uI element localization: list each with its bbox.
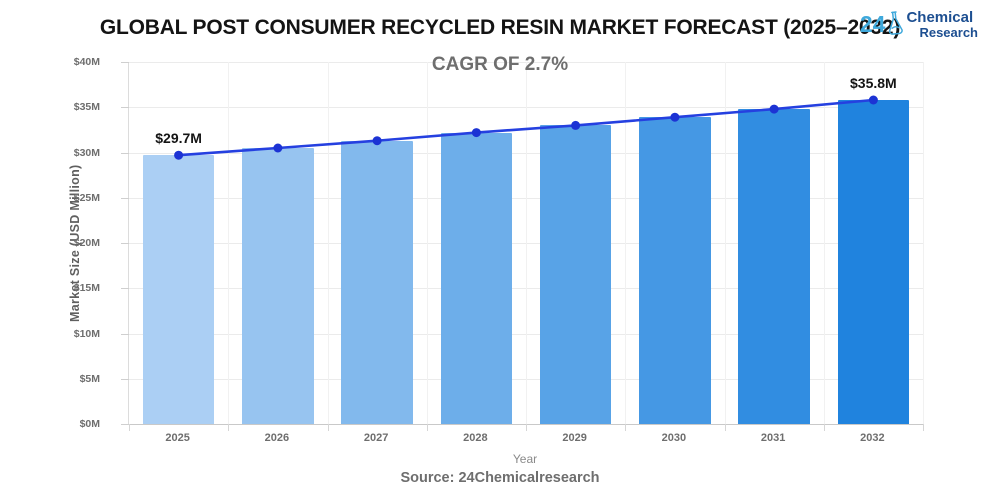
value-label-2025: $29.7M	[155, 130, 202, 147]
x-tick-label: 2028	[463, 432, 488, 444]
x-tick-mark	[426, 424, 428, 431]
value-label-2032: $35.8M	[850, 75, 897, 91]
x-tick-label: 2031	[760, 432, 786, 444]
y-tick-label: $40M	[73, 56, 100, 68]
logo-wordmark: Chemical Research	[906, 10, 978, 39]
x-tick-mark	[327, 424, 329, 431]
x-tick-mark	[129, 424, 130, 431]
v-gridline	[526, 62, 527, 424]
x-tick-mark	[625, 424, 627, 431]
bar-2029	[539, 125, 612, 424]
y-tick-label: $25M	[73, 191, 100, 204]
brand-logo: 24 Chemical Research	[860, 10, 978, 39]
bar-2032	[837, 100, 910, 424]
bar-series	[129, 62, 923, 424]
x-tick-mark	[724, 424, 726, 431]
y-tick-label: $10M	[73, 327, 100, 340]
bar-2030	[639, 117, 711, 424]
y-tick-mark	[121, 243, 129, 244]
chart-subtitle: CAGR OF 2.7%	[431, 54, 569, 75]
y-tick-mark	[121, 62, 129, 63]
y-tick-label: $5M	[79, 372, 100, 385]
v-gridline	[724, 62, 726, 424]
bar-2026	[242, 147, 314, 424]
bar-2031	[738, 109, 810, 424]
logo-research-text: Research	[919, 24, 978, 40]
x-tick-label: 2032	[860, 432, 885, 444]
bar-slot	[526, 62, 625, 424]
x-tick-mark	[923, 424, 924, 431]
bar-2025	[142, 155, 215, 424]
bar-2027	[341, 140, 413, 424]
v-gridline	[228, 62, 230, 424]
x-tick-label: 2026	[264, 432, 290, 444]
plot-area: $29.7M $35.8M	[121, 62, 924, 431]
y-tick-label: $20M	[73, 237, 100, 249]
y-axis-ticks: $0M $5M $10M $15M $20M $25M $30M $35M $40M	[0, 56, 114, 430]
y-tick-mark	[121, 288, 129, 290]
y-tick-label: $15M	[73, 282, 100, 295]
x-tick-mark	[228, 424, 230, 431]
y-tick-label: $35M	[73, 101, 100, 114]
bar-slot	[427, 62, 526, 424]
bar-slot	[625, 62, 724, 424]
logo-24-text: 24	[859, 11, 886, 37]
bar-slot	[328, 62, 427, 424]
logo-chemical-text: Chemical	[906, 9, 974, 26]
x-tick-label: 2025	[165, 432, 190, 444]
v-gridline	[923, 62, 924, 424]
x-tick-label: 2027	[363, 432, 389, 444]
bar-slot	[824, 62, 923, 424]
x-axis-ticks: 2025 2026 2027 2028 2029 2030 2031 2032	[128, 432, 922, 448]
flask-icon	[889, 11, 904, 35]
bar-slot	[129, 62, 228, 424]
bar-2028	[440, 132, 513, 424]
y-tick-mark	[121, 424, 129, 425]
y-tick-label: $30M	[73, 146, 100, 159]
y-tick-mark	[121, 152, 129, 154]
y-tick-label: $0M	[79, 418, 100, 430]
y-tick-mark	[121, 378, 129, 380]
y-tick-mark	[121, 333, 129, 335]
x-tick-mark	[823, 424, 825, 431]
x-tick-label: 2029	[562, 432, 587, 444]
source-note: Source: 24Chemicalresearch	[400, 470, 600, 486]
v-gridline	[327, 62, 329, 424]
bar-slot	[228, 62, 327, 424]
bar-slot	[725, 62, 824, 424]
chart-title: GLOBAL POST CONSUMER RECYCLED RESIN MARK…	[99, 16, 901, 39]
y-tick-mark	[121, 197, 129, 199]
x-tick-label: 2030	[661, 432, 687, 444]
y-tick-mark	[121, 107, 129, 109]
v-gridline	[625, 62, 627, 424]
x-axis-title: Year	[512, 452, 538, 466]
v-gridline	[823, 62, 825, 424]
v-gridline	[426, 62, 428, 424]
x-tick-mark	[526, 424, 527, 431]
